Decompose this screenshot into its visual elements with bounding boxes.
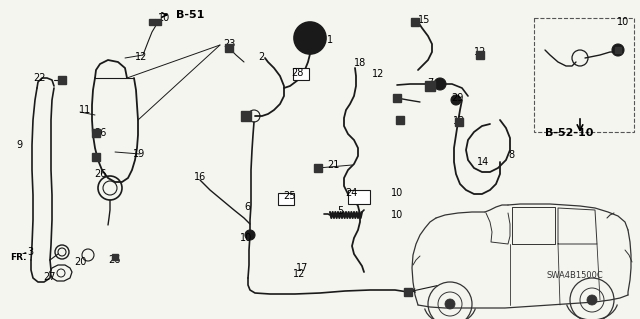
- Circle shape: [245, 230, 255, 240]
- Polygon shape: [225, 44, 233, 52]
- Text: 10: 10: [391, 210, 403, 220]
- Text: 10: 10: [158, 13, 170, 23]
- Polygon shape: [92, 153, 100, 161]
- Polygon shape: [455, 118, 463, 126]
- Bar: [293, 68, 309, 80]
- Text: 18: 18: [354, 58, 366, 68]
- Text: 6: 6: [244, 202, 250, 212]
- Text: FR.: FR.: [10, 254, 26, 263]
- Text: 12: 12: [135, 52, 147, 62]
- Text: 29: 29: [451, 93, 463, 103]
- Polygon shape: [241, 111, 251, 121]
- Bar: [278, 193, 294, 205]
- Text: 26: 26: [94, 169, 106, 179]
- Text: SWA4B1500C: SWA4B1500C: [547, 271, 604, 279]
- Polygon shape: [393, 94, 401, 102]
- Text: 21: 21: [327, 160, 339, 170]
- Polygon shape: [404, 288, 412, 296]
- Text: 12: 12: [293, 269, 305, 279]
- Circle shape: [451, 95, 461, 105]
- Text: 10: 10: [617, 17, 629, 27]
- Text: 26: 26: [108, 255, 120, 265]
- Circle shape: [434, 78, 446, 90]
- Polygon shape: [411, 18, 419, 26]
- Text: 24: 24: [345, 188, 357, 198]
- Text: 12: 12: [372, 69, 384, 79]
- Text: 2: 2: [258, 52, 264, 62]
- Text: 26: 26: [94, 128, 106, 138]
- Text: 16: 16: [194, 172, 206, 182]
- Text: 27: 27: [43, 272, 55, 282]
- Polygon shape: [112, 254, 118, 260]
- Text: 9: 9: [16, 140, 22, 150]
- Polygon shape: [396, 116, 404, 124]
- Text: B-51: B-51: [176, 10, 204, 20]
- Polygon shape: [615, 47, 621, 53]
- Text: 10: 10: [391, 188, 403, 198]
- Polygon shape: [155, 19, 161, 25]
- Text: 12: 12: [474, 47, 486, 57]
- Text: 3: 3: [27, 247, 33, 257]
- Circle shape: [301, 29, 319, 47]
- Text: B-52-10: B-52-10: [545, 128, 593, 138]
- Text: 17: 17: [296, 263, 308, 273]
- Text: 19: 19: [133, 149, 145, 159]
- Text: 10: 10: [240, 233, 252, 243]
- Text: 5: 5: [337, 206, 343, 216]
- FancyBboxPatch shape: [534, 18, 634, 132]
- Polygon shape: [476, 51, 484, 59]
- Text: 20: 20: [74, 257, 86, 267]
- Text: 23: 23: [223, 39, 235, 49]
- Circle shape: [612, 44, 624, 56]
- Polygon shape: [314, 164, 322, 172]
- Polygon shape: [149, 19, 155, 25]
- Polygon shape: [425, 81, 435, 91]
- Text: 22: 22: [34, 73, 46, 83]
- Text: 11: 11: [79, 105, 91, 115]
- Text: 28: 28: [291, 68, 303, 78]
- Text: 15: 15: [418, 15, 430, 25]
- Circle shape: [445, 299, 455, 309]
- Polygon shape: [58, 76, 66, 84]
- Text: 13: 13: [453, 116, 465, 126]
- Text: 1: 1: [327, 35, 333, 45]
- Circle shape: [587, 295, 597, 305]
- Text: 14: 14: [477, 157, 489, 167]
- Text: 7: 7: [427, 78, 433, 88]
- Text: 4: 4: [242, 111, 248, 121]
- Circle shape: [294, 22, 326, 54]
- Polygon shape: [92, 129, 100, 137]
- Text: 25: 25: [284, 191, 296, 201]
- Text: 8: 8: [508, 150, 514, 160]
- Bar: [348, 190, 370, 204]
